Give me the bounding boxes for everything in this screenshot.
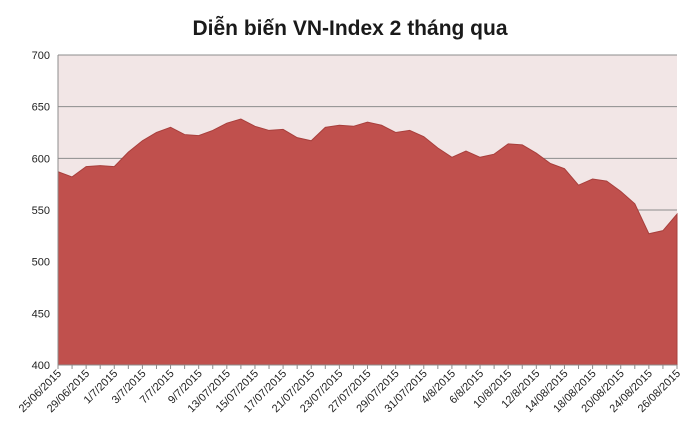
data-point [366, 121, 368, 123]
y-tick-label: 400 [32, 360, 50, 372]
y-tick-label: 450 [32, 308, 50, 320]
data-point [226, 122, 228, 124]
data-point [591, 178, 593, 180]
data-point [662, 229, 664, 231]
data-point [268, 129, 270, 131]
plot-area: 40045050055060065070025/06/201529/06/201… [17, 50, 683, 415]
y-tick-label: 600 [32, 153, 50, 165]
data-point [521, 144, 523, 146]
data-point [676, 213, 678, 215]
data-point [577, 184, 579, 186]
data-point [282, 128, 284, 130]
data-point [563, 167, 565, 169]
data-point [141, 140, 143, 142]
data-point [634, 203, 636, 205]
data-point [465, 150, 467, 152]
data-point [71, 176, 73, 178]
data-point [549, 162, 551, 164]
data-point [605, 180, 607, 182]
data-point [155, 131, 157, 133]
chart-title: Diễn biến VN-Index 2 tháng qua [192, 16, 507, 40]
data-point [507, 143, 509, 145]
data-point [648, 233, 650, 235]
data-point [169, 126, 171, 128]
data-point [493, 153, 495, 155]
data-point [127, 151, 129, 153]
y-tick-label: 700 [32, 50, 50, 62]
data-point [380, 124, 382, 126]
data-point [197, 134, 199, 136]
data-point [437, 147, 439, 149]
data-point [183, 133, 185, 135]
data-point [240, 118, 242, 120]
data-point [212, 129, 214, 131]
data-point [479, 156, 481, 158]
data-point [535, 152, 537, 154]
series-area [57, 118, 678, 366]
y-tick-label: 550 [32, 205, 50, 217]
data-point [423, 135, 425, 137]
data-point [310, 140, 312, 142]
data-point [113, 165, 115, 167]
data-point [338, 124, 340, 126]
data-point [254, 125, 256, 127]
data-point [451, 156, 453, 158]
data-point [352, 125, 354, 127]
data-point [394, 131, 396, 133]
data-point [620, 190, 622, 192]
data-point [296, 136, 298, 138]
y-tick-label: 500 [32, 257, 50, 269]
data-point [324, 126, 326, 128]
data-point [99, 164, 101, 166]
data-point [409, 129, 411, 131]
y-tick-label: 650 [32, 102, 50, 114]
data-point [85, 165, 87, 167]
